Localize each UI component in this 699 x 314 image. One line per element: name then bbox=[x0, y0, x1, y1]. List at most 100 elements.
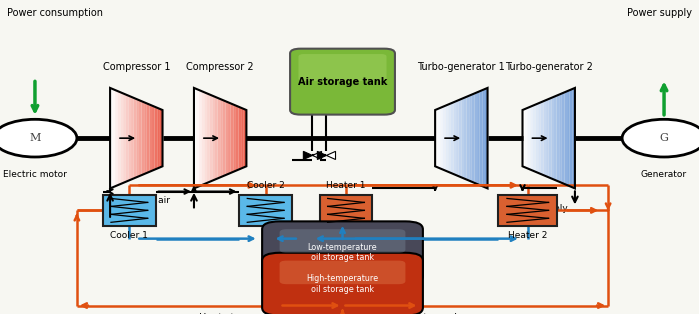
Polygon shape bbox=[435, 109, 438, 167]
Polygon shape bbox=[126, 95, 129, 182]
Polygon shape bbox=[326, 151, 336, 160]
Polygon shape bbox=[565, 91, 567, 185]
Text: Power supply: Power supply bbox=[627, 8, 692, 18]
Polygon shape bbox=[531, 106, 533, 171]
Bar bbox=[320, 195, 372, 226]
Polygon shape bbox=[572, 88, 575, 188]
Text: Heat storage: Heat storage bbox=[199, 313, 262, 314]
Polygon shape bbox=[533, 105, 535, 172]
Polygon shape bbox=[110, 88, 113, 188]
Polygon shape bbox=[440, 107, 443, 170]
Text: High-temperature
oil storage tank: High-temperature oil storage tank bbox=[306, 274, 379, 294]
Polygon shape bbox=[317, 151, 326, 160]
Polygon shape bbox=[472, 94, 475, 183]
Text: M: M bbox=[29, 133, 41, 143]
Polygon shape bbox=[477, 91, 480, 185]
Polygon shape bbox=[482, 89, 485, 187]
Bar bbox=[239, 195, 292, 226]
Polygon shape bbox=[567, 90, 570, 186]
Polygon shape bbox=[454, 101, 456, 175]
Polygon shape bbox=[150, 105, 152, 172]
Polygon shape bbox=[160, 109, 162, 167]
Polygon shape bbox=[220, 99, 223, 177]
Bar bbox=[103, 195, 155, 226]
Polygon shape bbox=[238, 107, 241, 170]
Polygon shape bbox=[559, 94, 562, 183]
Text: Air storage tank: Air storage tank bbox=[298, 77, 387, 87]
Polygon shape bbox=[464, 97, 467, 180]
Polygon shape bbox=[459, 99, 461, 177]
FancyBboxPatch shape bbox=[262, 221, 423, 284]
Polygon shape bbox=[147, 103, 150, 173]
Polygon shape bbox=[120, 92, 123, 184]
Polygon shape bbox=[528, 107, 531, 170]
Text: Heat supply: Heat supply bbox=[404, 313, 463, 314]
Polygon shape bbox=[467, 96, 469, 181]
Text: Heater 2: Heater 2 bbox=[508, 231, 547, 240]
Polygon shape bbox=[554, 96, 556, 181]
Polygon shape bbox=[544, 100, 546, 176]
Polygon shape bbox=[196, 89, 199, 187]
Circle shape bbox=[622, 119, 699, 157]
Polygon shape bbox=[225, 101, 228, 175]
Polygon shape bbox=[456, 100, 459, 176]
Polygon shape bbox=[448, 103, 451, 173]
Polygon shape bbox=[244, 109, 247, 167]
Polygon shape bbox=[141, 101, 144, 175]
Polygon shape bbox=[546, 99, 549, 177]
Polygon shape bbox=[144, 102, 147, 174]
Polygon shape bbox=[207, 94, 210, 183]
Text: Cooler 1: Cooler 1 bbox=[110, 231, 148, 240]
FancyBboxPatch shape bbox=[280, 261, 405, 284]
Polygon shape bbox=[438, 108, 440, 169]
Polygon shape bbox=[131, 97, 134, 180]
Polygon shape bbox=[123, 94, 126, 183]
Text: Turbo-generator 2: Turbo-generator 2 bbox=[505, 62, 593, 72]
Text: Electric motor: Electric motor bbox=[3, 170, 67, 179]
Polygon shape bbox=[552, 97, 554, 180]
Polygon shape bbox=[443, 106, 446, 171]
Text: Turbo-generator 1: Turbo-generator 1 bbox=[417, 62, 505, 72]
Text: Power consumption: Power consumption bbox=[7, 8, 103, 18]
Polygon shape bbox=[194, 88, 196, 188]
Polygon shape bbox=[157, 108, 160, 169]
Polygon shape bbox=[480, 90, 482, 186]
Polygon shape bbox=[228, 102, 231, 174]
Polygon shape bbox=[570, 89, 572, 187]
Text: Compressor 1: Compressor 1 bbox=[103, 62, 170, 72]
Polygon shape bbox=[210, 95, 212, 182]
Text: Cooling supply: Cooling supply bbox=[501, 204, 568, 213]
Polygon shape bbox=[233, 105, 236, 172]
Polygon shape bbox=[205, 92, 207, 184]
Polygon shape bbox=[312, 151, 322, 160]
Text: Generator: Generator bbox=[641, 170, 687, 179]
Polygon shape bbox=[241, 108, 244, 169]
Polygon shape bbox=[231, 103, 233, 173]
Polygon shape bbox=[118, 91, 120, 185]
Circle shape bbox=[0, 119, 77, 157]
Polygon shape bbox=[139, 100, 141, 176]
Text: Heater 1: Heater 1 bbox=[326, 181, 366, 190]
Text: Ambient air: Ambient air bbox=[117, 197, 170, 205]
FancyBboxPatch shape bbox=[262, 253, 423, 314]
Polygon shape bbox=[115, 90, 118, 186]
Polygon shape bbox=[469, 95, 472, 182]
FancyBboxPatch shape bbox=[298, 54, 387, 81]
Polygon shape bbox=[223, 100, 225, 176]
Polygon shape bbox=[136, 99, 139, 177]
Polygon shape bbox=[215, 97, 217, 180]
Polygon shape bbox=[152, 106, 154, 171]
Polygon shape bbox=[556, 95, 559, 182]
Polygon shape bbox=[562, 92, 565, 184]
Text: Compressor 2: Compressor 2 bbox=[187, 62, 254, 72]
Polygon shape bbox=[485, 88, 488, 188]
Polygon shape bbox=[303, 151, 312, 160]
Polygon shape bbox=[446, 105, 448, 172]
Polygon shape bbox=[523, 109, 525, 167]
Polygon shape bbox=[154, 107, 157, 170]
Polygon shape bbox=[525, 108, 528, 169]
Polygon shape bbox=[212, 96, 215, 181]
Polygon shape bbox=[451, 102, 454, 174]
Polygon shape bbox=[236, 106, 238, 171]
Text: G: G bbox=[660, 133, 668, 143]
